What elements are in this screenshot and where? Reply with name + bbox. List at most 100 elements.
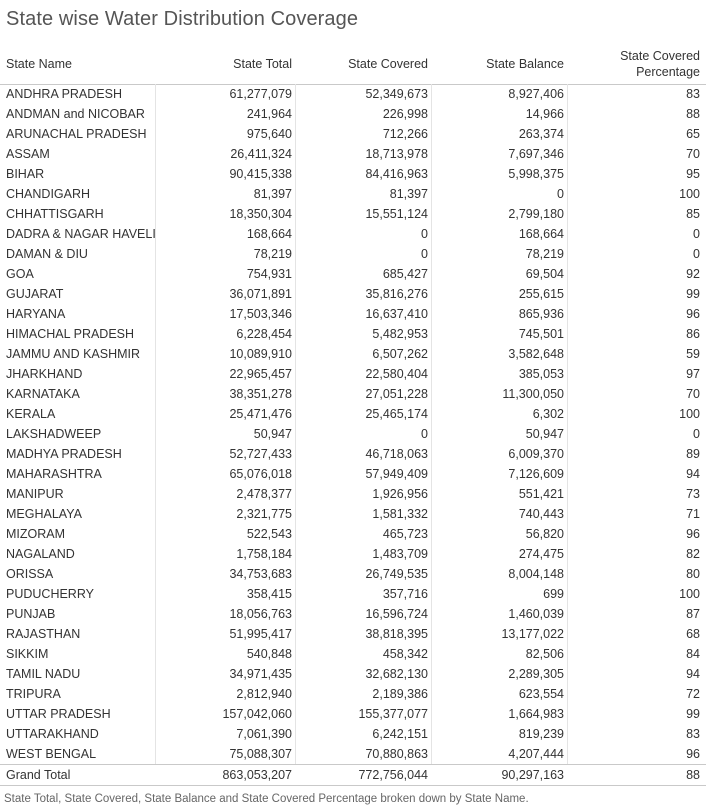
table-row[interactable]: CHANDIGARH 81,397 81,397 0 100 — [0, 184, 706, 204]
chart-title: State wise Water Distribution Coverage — [6, 8, 359, 30]
cell-state-balance: 56,820 — [525, 527, 564, 541]
table-row[interactable]: DAMAN & DIU 78,219 0 78,219 0 — [0, 244, 706, 264]
table-row[interactable]: TAMIL NADU 34,971,435 32,682,130 2,289,305 9… — [0, 664, 706, 684]
table-row[interactable]: ASSAM 26,411,324 18,713,978 7,697,346 70 — [0, 144, 706, 164]
cell-state-balance: 865,936 — [518, 307, 564, 321]
cell-state-name: BIHAR — [6, 167, 45, 181]
cell-state-total: 52,727,433 — [229, 447, 292, 461]
cell-state-covered: 0 — [421, 247, 428, 261]
table-row[interactable]: ORISSA 34,753,683 26,749,535 8,004,148 80 — [0, 564, 706, 584]
table-row[interactable]: TRIPURA 2,812,940 2,189,386 623,554 72 — [0, 684, 706, 704]
cell-state-name: MANIPUR — [6, 487, 64, 501]
header-state-balance[interactable]: State Balance — [486, 57, 564, 71]
cell-state-covered: 52,349,673 — [365, 87, 428, 101]
cell-state-total: 6,228,454 — [236, 327, 292, 341]
cell-covered-percentage: 70 — [686, 387, 700, 401]
cell-state-total: 90,415,338 — [229, 167, 292, 181]
cell-state-total: 157,042,060 — [222, 707, 292, 721]
cell-state-covered: 70,880,863 — [365, 747, 428, 761]
table-row[interactable]: PUDUCHERRY 358,415 357,716 699 100 — [0, 584, 706, 604]
table-row[interactable]: WEST BENGAL 75,088,307 70,880,863 4,207,444… — [0, 744, 706, 764]
cell-state-balance: 8,004,148 — [508, 567, 564, 581]
table-row[interactable]: KARNATAKA 38,351,278 27,051,228 11,300,050 7… — [0, 384, 706, 404]
cell-state-total: 25,471,476 — [229, 407, 292, 421]
table-row[interactable]: NAGALAND 1,758,184 1,483,709 274,475 82 — [0, 544, 706, 564]
cell-state-name: MADHYA PRADESH — [6, 447, 122, 461]
table-row[interactable]: JAMMU AND KASHMIR 10,089,910 6,507,262 3,58… — [0, 344, 706, 364]
cell-state-name: CHHATTISGARH — [6, 207, 104, 221]
cell-state-covered: 6,242,151 — [372, 727, 428, 741]
cell-state-name: HIMACHAL PRADESH — [6, 327, 135, 341]
cell-state-balance: 623,554 — [518, 687, 564, 701]
grand-cell-state-balance: 90,297,163 — [501, 768, 564, 782]
cell-state-total: 51,995,417 — [229, 627, 292, 641]
header-state-covered-percentage[interactable]: State Covered Percentage — [590, 48, 700, 80]
cell-state-balance: 11,300,050 — [502, 387, 564, 401]
header-pct-line2: Percentage — [636, 65, 700, 79]
cell-covered-percentage: 99 — [686, 707, 700, 721]
table-row[interactable]: UTTARAKHAND 7,061,390 6,242,151 819,239 83 — [0, 724, 706, 744]
table-row[interactable]: JHARKHAND 22,965,457 22,580,404 385,053 97 — [0, 364, 706, 384]
table-row[interactable]: HIMACHAL PRADESH 6,228,454 5,482,953 745,50… — [0, 324, 706, 344]
cell-state-total: 50,947 — [253, 427, 292, 441]
cell-state-total: 26,411,324 — [230, 147, 292, 161]
table-row[interactable]: ANDHRA PRADESH 61,277,079 52,349,673 8,927,… — [0, 84, 706, 104]
table-row[interactable]: PUNJAB 18,056,763 16,596,724 1,460,039 87 — [0, 604, 706, 624]
cell-covered-percentage: 94 — [686, 467, 700, 481]
cell-state-covered: 6,507,262 — [372, 347, 428, 361]
table-row[interactable]: MEGHALAYA 2,321,775 1,581,332 740,443 71 — [0, 504, 706, 524]
cell-state-balance: 14,966 — [525, 107, 564, 121]
table-row[interactable]: KERALA 25,471,476 25,465,174 6,302 100 — [0, 404, 706, 424]
cell-covered-percentage: 65 — [686, 127, 700, 141]
table-row[interactable]: ANDMAN and NICOBAR 241,964 226,998 14,966 88 — [0, 104, 706, 124]
cell-state-total: 65,076,018 — [229, 467, 292, 481]
table-row[interactable]: SIKKIM 540,848 458,342 82,506 84 — [0, 644, 706, 664]
cell-state-covered: 18,713,978 — [365, 147, 428, 161]
table-row[interactable]: ARUNACHAL PRADESH 975,640 712,266 263,374 65 — [0, 124, 706, 144]
table-row[interactable]: GUJARAT 36,071,891 35,816,276 255,615 99 — [0, 284, 706, 304]
cell-state-name: ANDMAN and NICOBAR — [6, 107, 145, 121]
chart-caption: State Total, State Covered, State Balanc… — [4, 793, 529, 805]
grand-cell-state-total: 863,053,207 — [222, 768, 292, 782]
cell-state-total: 81,397 — [253, 187, 292, 201]
cell-state-balance: 7,697,346 — [508, 147, 564, 161]
table-row[interactable]: UTTAR PRADESH 157,042,060 155,377,077 1,664… — [0, 704, 706, 724]
cell-covered-percentage: 86 — [686, 327, 700, 341]
cell-covered-percentage: 82 — [686, 547, 700, 561]
cell-state-total: 2,478,377 — [236, 487, 292, 501]
table-row[interactable]: MANIPUR 2,478,377 1,926,956 551,421 73 — [0, 484, 706, 504]
cell-covered-percentage: 73 — [686, 487, 700, 501]
cell-state-covered: 1,581,332 — [372, 507, 428, 521]
table-row[interactable]: MADHYA PRADESH 52,727,433 46,718,063 6,009,… — [0, 444, 706, 464]
header-pct-line1: State Covered — [620, 49, 700, 63]
table-row[interactable]: LAKSHADWEEP 50,947 0 50,947 0 — [0, 424, 706, 444]
table-row[interactable]: DADRA & NAGAR HAVELI 168,664 0 168,664 0 — [0, 224, 706, 244]
cell-covered-percentage: 68 — [686, 627, 700, 641]
cell-state-name: UTTARAKHAND — [6, 727, 99, 741]
cell-state-balance: 819,239 — [518, 727, 564, 741]
header-state-total[interactable]: State Total — [233, 57, 292, 71]
cell-covered-percentage: 100 — [679, 587, 700, 601]
cell-state-covered: 0 — [421, 227, 428, 241]
cell-covered-percentage: 71 — [686, 507, 700, 521]
cell-state-total: 36,071,891 — [229, 287, 292, 301]
table-row[interactable]: MAHARASHTRA 65,076,018 57,949,409 7,126,609… — [0, 464, 706, 484]
grand-total-row[interactable]: Grand Total 863,053,207 772,756,044 90,297,… — [0, 764, 706, 786]
cell-state-balance: 1,664,983 — [508, 707, 564, 721]
cell-covered-percentage: 96 — [686, 307, 700, 321]
table-row[interactable]: HARYANA 17,503,346 16,637,410 865,936 96 — [0, 304, 706, 324]
cell-state-balance: 551,421 — [518, 487, 564, 501]
header-state-name[interactable]: State Name — [6, 57, 73, 71]
table-row[interactable]: BIHAR 90,415,338 84,416,963 5,998,375 95 — [0, 164, 706, 184]
cell-state-covered: 5,482,953 — [372, 327, 428, 341]
table-row[interactable]: MIZORAM 522,543 465,723 56,820 96 — [0, 524, 706, 544]
cell-state-balance: 5,998,375 — [508, 167, 564, 181]
header-state-covered[interactable]: State Covered — [348, 57, 428, 71]
table-row[interactable]: RAJASTHAN 51,995,417 38,818,395 13,177,022 6… — [0, 624, 706, 644]
cell-covered-percentage: 99 — [686, 287, 700, 301]
cell-state-name: ASSAM — [6, 147, 50, 161]
table-row[interactable]: GOA 754,931 685,427 69,504 92 — [0, 264, 706, 284]
cell-state-covered: 712,266 — [382, 127, 428, 141]
cell-covered-percentage: 83 — [686, 727, 700, 741]
table-row[interactable]: CHHATTISGARH 18,350,304 15,551,124 2,799,18… — [0, 204, 706, 224]
